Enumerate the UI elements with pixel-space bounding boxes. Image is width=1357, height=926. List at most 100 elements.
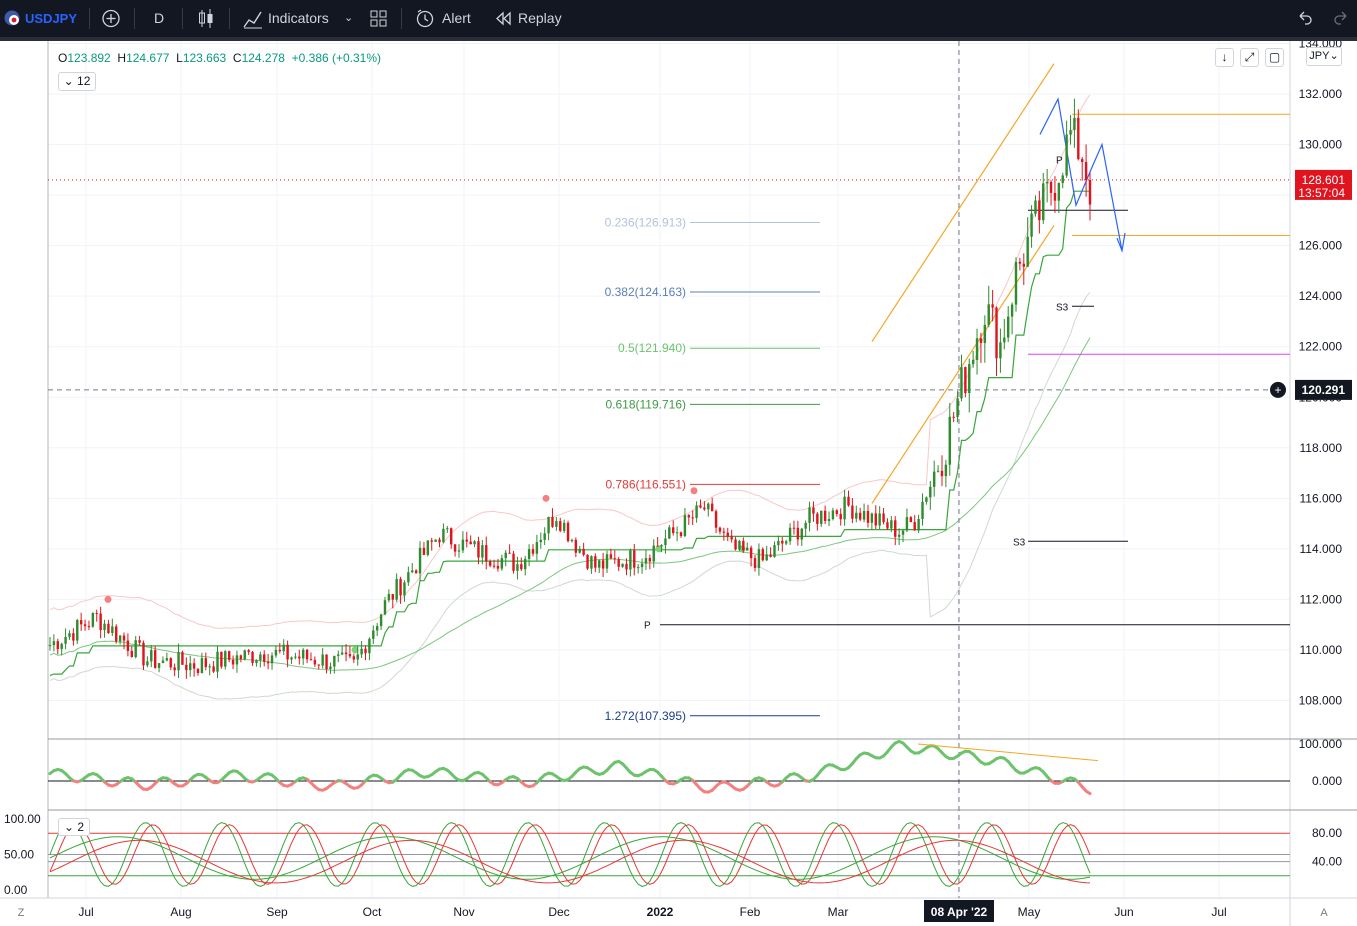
- candle-body: [703, 507, 706, 510]
- candle-body: [574, 539, 578, 553]
- settings-button[interactable]: ▢: [1265, 48, 1284, 67]
- replay-icon[interactable]: [494, 0, 514, 37]
- fib-level-label: 0.786(116.551): [605, 477, 686, 491]
- indicators-button[interactable]: Indicators: [268, 10, 329, 26]
- candle-body: [547, 516, 550, 534]
- candle-body: [150, 650, 153, 662]
- osc2-collapse-button[interactable]: ⌄ 2: [58, 818, 90, 836]
- candle-body: [516, 564, 519, 571]
- candle-body: [161, 660, 165, 664]
- candle-body: [146, 661, 149, 666]
- crosshair-price-label: 120.291: [1302, 383, 1346, 397]
- candle-body: [668, 527, 671, 539]
- candle-body: [169, 658, 172, 668]
- low-value: 123.663: [182, 51, 227, 65]
- candle-body: [1069, 130, 1072, 135]
- symbol-flag-icon[interactable]: [4, 10, 20, 26]
- redo-icon[interactable]: [1332, 0, 1350, 37]
- interval-button[interactable]: D: [154, 10, 165, 26]
- indicators-collapse-button[interactable]: ⌄ 12: [58, 72, 96, 91]
- undo-icon[interactable]: [1296, 0, 1314, 37]
- candle-body: [107, 623, 110, 634]
- countdown-label: 13:57:04: [1298, 186, 1345, 200]
- candle-body: [340, 652, 344, 655]
- candle-body: [714, 511, 718, 528]
- candle-body: [290, 657, 293, 660]
- replay-button[interactable]: Replay: [518, 10, 562, 26]
- fib-level-label: 0.618(119.716): [605, 397, 686, 411]
- candle-body: [95, 613, 98, 615]
- osc1-axis-label: 0.000: [1312, 774, 1342, 788]
- candle-body: [699, 505, 702, 508]
- candle-body: [987, 304, 990, 325]
- candle-body: [430, 540, 433, 542]
- candle-body: [134, 640, 137, 658]
- candle-body: [621, 563, 624, 567]
- candle-body: [461, 539, 465, 551]
- symbol-button[interactable]: USDJPY: [25, 11, 78, 26]
- price-axis-label: 132.000: [1299, 87, 1343, 101]
- candle-body: [165, 658, 169, 661]
- candle-body: [118, 635, 122, 642]
- candle-body: [465, 539, 468, 542]
- indicators-icon[interactable]: [242, 0, 264, 37]
- candle-body: [769, 554, 772, 557]
- candle-body: [259, 654, 262, 661]
- currency-dropdown[interactable]: JPY⌄: [1306, 47, 1342, 66]
- zoom-left-button: Z: [18, 907, 25, 919]
- pivot-small-label: P: [1056, 156, 1063, 167]
- top-toolbar: USDJPY D Indicators ⌄ Alert Replay: [0, 0, 1357, 37]
- candle-body: [523, 558, 527, 570]
- candle-body: [91, 613, 95, 627]
- compare-add-icon[interactable]: [100, 0, 122, 37]
- crosshair-date-tag: [924, 900, 994, 922]
- candle-body: [1077, 117, 1080, 160]
- candle-body: [742, 540, 745, 551]
- time-axis-label: Nov: [453, 905, 474, 919]
- candle-body: [882, 513, 885, 523]
- candle-body: [72, 633, 75, 641]
- candle-body: [492, 565, 496, 567]
- indicators-chevron-icon[interactable]: ⌄: [344, 12, 354, 24]
- candle-body: [909, 517, 913, 523]
- candle-body: [804, 522, 807, 529]
- fib-level-label: 0.5(121.940): [618, 341, 686, 355]
- time-axis-label: Jul: [78, 905, 93, 919]
- price-chart[interactable]: P S3 S3 P 0.236(126.913) 0.382(124.163) 0.5(1…: [0, 41, 1357, 926]
- candle-body: [936, 470, 940, 472]
- candle-body: [181, 652, 184, 665]
- crosshair-add-button: [1270, 381, 1286, 398]
- candle-body: [1010, 304, 1014, 317]
- candle-body: [153, 650, 157, 668]
- candle-body: [282, 644, 285, 652]
- candle-body: [294, 656, 297, 658]
- osc2-slow-k: [49, 836, 1091, 880]
- scroll-down-button[interactable]: ↓: [1215, 48, 1234, 67]
- candle-body: [932, 471, 936, 487]
- osc1-axis-label: 100.000: [1299, 737, 1343, 751]
- candle-body: [1081, 159, 1084, 163]
- candle-body: [812, 507, 815, 514]
- candle-body: [1053, 192, 1057, 201]
- s3-upper-label: S3: [1056, 302, 1069, 313]
- candle-body: [773, 545, 776, 557]
- stop-marker: [655, 545, 663, 553]
- candle-body: [617, 559, 620, 567]
- alert-button[interactable]: Alert: [442, 10, 471, 26]
- candle-body: [839, 513, 842, 520]
- candle-body: [1034, 200, 1037, 214]
- fullscreen-button[interactable]: ⤢: [1240, 48, 1259, 67]
- alert-clock-icon[interactable]: [414, 0, 436, 37]
- candle-body: [539, 539, 542, 543]
- candle-body: [625, 563, 628, 570]
- candle-body: [726, 532, 729, 537]
- close-label: C: [232, 51, 242, 65]
- candle-body: [508, 552, 511, 554]
- candles-icon[interactable]: [196, 0, 216, 37]
- candle-body: [263, 654, 266, 662]
- candle-body: [177, 652, 180, 671]
- layouts-grid-icon[interactable]: [369, 0, 389, 37]
- price-axis-label: 108.000: [1299, 694, 1343, 708]
- candle-body: [901, 530, 905, 535]
- time-axis-label: Jul: [1211, 905, 1226, 919]
